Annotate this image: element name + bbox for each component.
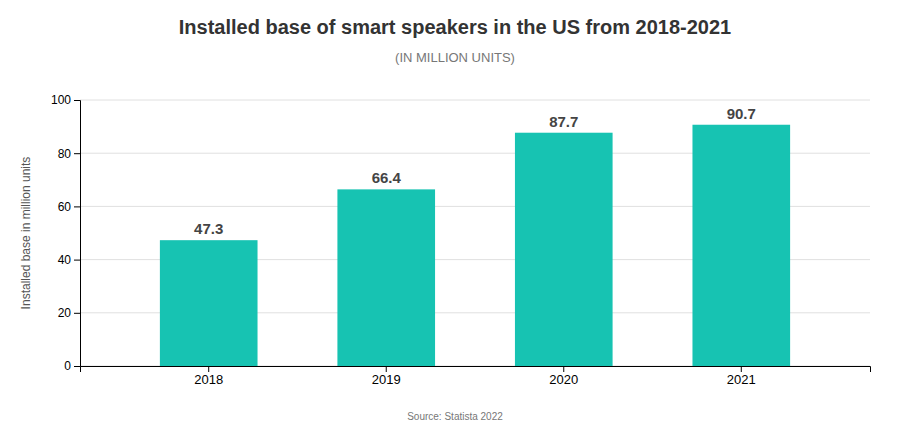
tick-mark <box>74 100 80 101</box>
bars <box>160 125 790 366</box>
y-axis-title: Installed base in million units <box>19 157 33 310</box>
tick-mark <box>741 366 742 372</box>
bar <box>337 189 435 366</box>
grid-line <box>80 100 870 101</box>
data-labels: 47.3 66.4 87.7 90.7 <box>194 105 756 237</box>
tick-label: 2019 <box>372 372 401 387</box>
subtitle: (IN MILLION UNITS) <box>395 50 515 65</box>
data-label: 66.4 <box>372 169 402 186</box>
tick-label: 60 <box>58 200 72 214</box>
axis-line <box>81 367 871 373</box>
data-label: 87.7 <box>549 113 578 130</box>
grid <box>80 100 870 366</box>
tick-mark <box>74 206 80 207</box>
tick-mark <box>74 366 80 367</box>
tick: 2021 <box>727 366 756 387</box>
tick-mark <box>74 260 80 261</box>
tick: 2019 <box>372 366 401 387</box>
tick-label: 100 <box>51 93 71 107</box>
data-label: 90.7 <box>727 105 756 122</box>
tick: 20 <box>58 306 80 320</box>
source: Source: Statista 2022 <box>407 411 503 422</box>
tick: 2020 <box>549 366 578 387</box>
bar <box>160 240 258 366</box>
data-label: 47.3 <box>194 220 223 237</box>
tick-label: 0 <box>64 359 71 373</box>
bar <box>515 133 613 366</box>
tick-mark <box>386 366 387 372</box>
tick: 2018 <box>194 366 223 387</box>
tick: 0 <box>64 359 80 373</box>
x-axis: 2018 2019 2020 2021 <box>81 366 871 387</box>
y-axis: 0 20 40 60 80 100 <box>51 93 81 373</box>
tick-label: 20 <box>58 306 72 320</box>
tick: 60 <box>58 200 80 214</box>
tick: 40 <box>58 253 80 267</box>
bar <box>692 125 790 366</box>
tick-label: 2021 <box>727 372 756 387</box>
tick-label: 40 <box>58 253 72 267</box>
tick: 100 <box>51 93 80 107</box>
tick: 80 <box>58 147 80 161</box>
tick-mark <box>74 313 80 314</box>
axis-line <box>74 101 81 367</box>
tick-label: 2020 <box>549 372 578 387</box>
title: Installed base of smart speakers in the … <box>179 16 731 38</box>
tick-label: 80 <box>58 147 72 161</box>
tick-mark <box>563 366 564 372</box>
chart: Installed base of smart speakers in the … <box>0 0 910 428</box>
tick-mark <box>208 366 209 372</box>
plot: 47.3 66.4 87.7 90.7 2018 2019 2020 2021 0 20 40 60 8… <box>19 93 871 387</box>
tick-label: 2018 <box>194 372 223 387</box>
tick-mark <box>74 153 80 154</box>
